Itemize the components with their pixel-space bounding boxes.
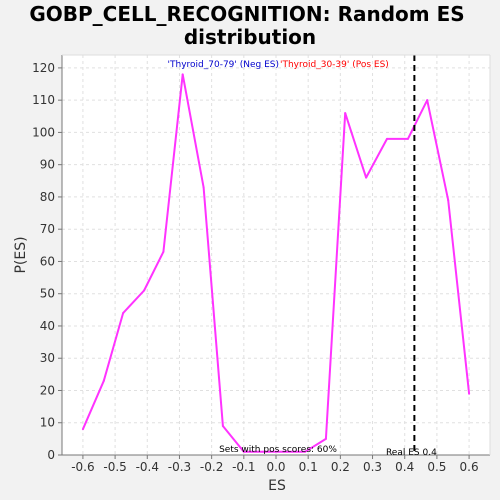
data-point-0-1 bbox=[102, 379, 105, 382]
data-point-0-8 bbox=[242, 450, 245, 453]
data-point-0-9 bbox=[262, 450, 265, 453]
series-layer bbox=[81, 73, 471, 453]
data-point-0-0 bbox=[81, 428, 84, 431]
y-tick-label-5: 50 bbox=[40, 287, 55, 301]
neg-es-label: 'Thyroid_70-79' (Neg ES) bbox=[168, 60, 279, 70]
x-tick-label-7: 0.1 bbox=[299, 460, 318, 474]
real-es-label: Real ES 0.4 bbox=[386, 448, 437, 458]
data-point-0-19 bbox=[468, 392, 471, 395]
y-tick-label-8: 80 bbox=[40, 190, 55, 204]
chart-title-line1: GOBP_CELL_RECOGNITION: Random ES bbox=[29, 2, 464, 26]
x-tick-label-1: -0.5 bbox=[103, 460, 126, 474]
x-tick-label-12: 0.6 bbox=[460, 460, 479, 474]
data-point-0-10 bbox=[283, 450, 286, 453]
y-tick-label-1: 10 bbox=[40, 416, 55, 430]
pos-scores-annotation: Sets with pos scores: 60% bbox=[219, 445, 337, 455]
y-tick-label-12: 120 bbox=[32, 61, 55, 75]
data-point-0-4 bbox=[162, 250, 165, 253]
data-point-0-14 bbox=[365, 176, 368, 179]
data-point-0-5 bbox=[181, 73, 184, 76]
y-axis-label: P(ES) bbox=[13, 236, 29, 273]
x-tick-label-4: -0.2 bbox=[200, 460, 223, 474]
data-point-0-17 bbox=[426, 99, 429, 102]
data-point-0-13 bbox=[344, 112, 347, 115]
y-tick-label-9: 90 bbox=[40, 158, 55, 172]
pos-es-label: 'Thyroid_30-39' (Pos ES) bbox=[280, 60, 389, 70]
x-tick-label-10: 0.4 bbox=[395, 460, 414, 474]
data-point-0-15 bbox=[386, 137, 389, 140]
x-tick-label-8: 0.2 bbox=[331, 460, 350, 474]
axes-layer: -0.6 -0.5 -0.4 -0.3 -0.2 -0.1 0.0 0.1 0.2 0.3 0.4 0… bbox=[32, 54, 491, 474]
x-tick-label-2: -0.4 bbox=[136, 460, 159, 474]
y-tick-label-2: 20 bbox=[40, 383, 55, 397]
y-tick-label-6: 60 bbox=[40, 254, 55, 268]
data-point-0-2 bbox=[122, 312, 125, 315]
y-tick-label-11: 110 bbox=[32, 93, 55, 107]
chart-title-line2: distribution bbox=[184, 25, 316, 49]
y-tick-label-10: 100 bbox=[32, 125, 55, 139]
x-tick-label-11: 0.5 bbox=[427, 460, 446, 474]
data-point-0-6 bbox=[202, 186, 205, 189]
y-tick-label-0: 0 bbox=[47, 448, 55, 462]
x-tick-label-3: -0.3 bbox=[168, 460, 191, 474]
grid-layer bbox=[62, 55, 490, 456]
data-point-0-16 bbox=[406, 137, 409, 140]
data-point-0-3 bbox=[143, 289, 146, 292]
data-point-0-18 bbox=[447, 199, 450, 202]
y-tick-label-7: 70 bbox=[40, 222, 55, 236]
data-point-0-11 bbox=[303, 450, 306, 453]
y-tick-label-3: 30 bbox=[40, 351, 55, 365]
y-tick-label-4: 40 bbox=[40, 319, 55, 333]
series-line-0 bbox=[81, 73, 471, 453]
x-tick-label-6: 0.0 bbox=[266, 460, 285, 474]
data-point-0-7 bbox=[221, 424, 224, 427]
x-tick-label-9: 0.3 bbox=[363, 460, 382, 474]
data-point-0-12 bbox=[324, 437, 327, 440]
x-axis-label: ES bbox=[268, 478, 286, 494]
x-tick-label-5: -0.1 bbox=[232, 460, 255, 474]
x-tick-label-0: -0.6 bbox=[71, 460, 94, 474]
